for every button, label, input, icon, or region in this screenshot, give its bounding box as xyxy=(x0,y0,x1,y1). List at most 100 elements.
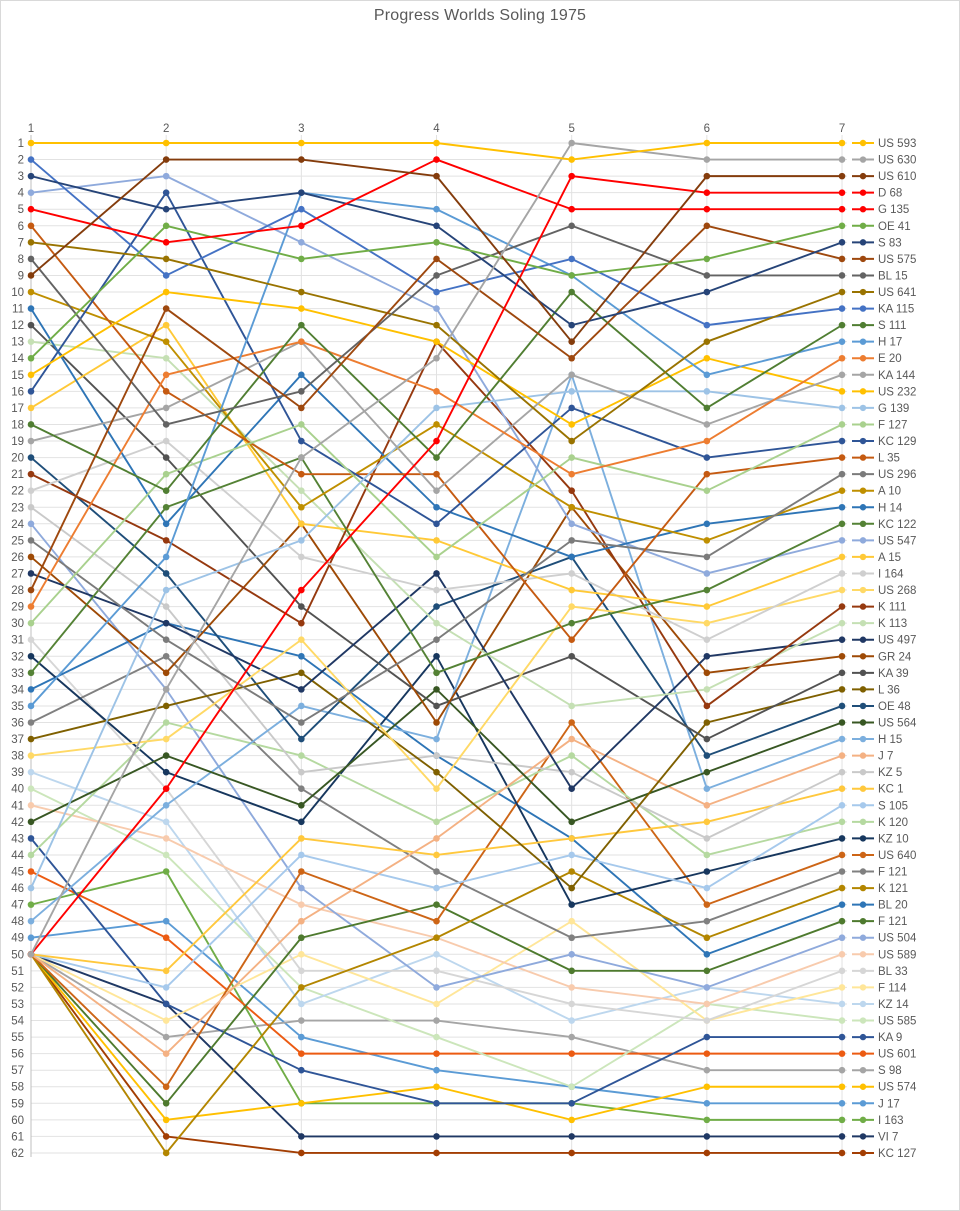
data-point-marker xyxy=(703,1083,711,1091)
legend-label: KC 129 xyxy=(878,436,916,448)
legend-item: A 10 xyxy=(852,486,901,498)
data-point-marker xyxy=(838,1116,846,1124)
data-point-marker xyxy=(162,934,170,942)
data-point-marker xyxy=(298,454,305,461)
data-point-marker xyxy=(433,835,440,842)
data-point-marker xyxy=(838,950,846,958)
data-point-marker xyxy=(27,818,35,826)
data-point-marker xyxy=(27,868,35,875)
data-point-marker xyxy=(162,239,170,246)
data-point-marker xyxy=(162,305,170,312)
data-point-marker xyxy=(162,388,170,395)
data-point-marker xyxy=(703,586,711,594)
data-point-marker xyxy=(433,487,440,494)
legend-item: KA 9 xyxy=(852,1032,902,1044)
data-point-marker xyxy=(703,1100,711,1107)
y-tick-label: 46 xyxy=(11,883,24,895)
legend-marker-dot xyxy=(859,1083,867,1090)
y-tick-label: 48 xyxy=(11,916,24,928)
data-point-marker xyxy=(27,205,35,213)
legend-item: US 601 xyxy=(852,1049,916,1061)
data-point-marker xyxy=(838,570,846,577)
y-tick-label: 57 xyxy=(11,1065,24,1077)
data-point-marker xyxy=(568,1000,575,1008)
data-point-marker xyxy=(298,503,305,511)
data-point-marker xyxy=(162,205,170,213)
data-point-marker xyxy=(433,967,440,975)
legend-item: US 575 xyxy=(852,254,916,266)
y-tick-label: 22 xyxy=(11,486,24,498)
data-point-marker xyxy=(433,338,440,345)
data-point-marker xyxy=(162,1116,170,1124)
legend-item: GR 24 xyxy=(852,651,912,663)
y-tick-label: 40 xyxy=(11,784,24,796)
legend-item: L 35 xyxy=(852,453,900,465)
data-point-marker xyxy=(703,487,711,494)
data-point-marker xyxy=(838,719,846,726)
y-tick-label: 54 xyxy=(11,1016,24,1028)
data-point-marker xyxy=(162,222,170,230)
legend-label: KC 122 xyxy=(878,519,916,531)
data-point-marker xyxy=(27,950,35,958)
legend-marker-dot xyxy=(859,735,867,743)
data-point-marker xyxy=(27,354,35,362)
legend-label: BL 20 xyxy=(878,900,908,912)
x-tick-label: 6 xyxy=(704,123,710,135)
data-point-marker xyxy=(433,305,440,312)
data-point-marker xyxy=(568,984,575,991)
legend-marker-dot xyxy=(859,570,867,577)
data-point-marker xyxy=(838,404,846,412)
legend-label: US 610 xyxy=(878,171,916,183)
data-point-marker xyxy=(433,404,440,412)
data-point-marker xyxy=(27,503,35,511)
data-point-marker xyxy=(568,768,575,776)
data-point-marker xyxy=(433,1033,440,1041)
data-point-marker xyxy=(27,901,35,908)
data-point-marker xyxy=(27,835,35,842)
data-point-marker xyxy=(703,669,711,677)
legend-marker-dot xyxy=(859,768,867,776)
data-point-marker xyxy=(27,570,35,577)
data-point-marker xyxy=(298,487,305,494)
data-point-marker xyxy=(703,1050,711,1057)
legend-label: US 574 xyxy=(878,1082,917,1094)
data-point-marker xyxy=(838,1083,846,1091)
data-point-marker xyxy=(27,437,35,445)
legend-label: E 20 xyxy=(878,353,902,365)
data-point-marker xyxy=(27,487,35,494)
data-point-marker xyxy=(27,272,35,279)
data-point-marker xyxy=(433,454,440,461)
data-point-marker xyxy=(703,205,711,213)
data-point-marker xyxy=(568,868,575,875)
data-point-marker xyxy=(433,520,440,528)
data-point-marker xyxy=(433,851,440,859)
legend-label: KZ 5 xyxy=(878,767,902,779)
data-point-marker xyxy=(433,669,440,677)
legend-item: BL 15 xyxy=(852,270,908,282)
data-point-marker xyxy=(838,851,846,859)
data-point-marker xyxy=(433,503,440,511)
y-tick-label: 3 xyxy=(18,171,24,183)
data-point-marker xyxy=(298,652,305,660)
legend-label: K 111 xyxy=(878,602,906,614)
data-point-marker xyxy=(838,1100,846,1107)
data-point-marker xyxy=(568,586,575,594)
data-point-marker xyxy=(703,272,711,279)
data-point-marker xyxy=(298,222,305,230)
data-point-marker xyxy=(298,371,305,379)
data-point-marker xyxy=(703,321,711,329)
legend-label: US 504 xyxy=(878,933,917,945)
legend-marker-dot xyxy=(859,206,867,213)
series-us-640 xyxy=(27,719,846,1091)
data-point-marker xyxy=(162,603,170,610)
data-point-marker xyxy=(433,172,440,180)
data-point-marker xyxy=(838,272,846,279)
data-point-marker xyxy=(162,984,170,991)
data-point-marker xyxy=(838,437,846,445)
data-point-marker xyxy=(298,1100,305,1107)
legend-marker-dot xyxy=(859,702,867,710)
data-point-marker xyxy=(298,901,305,908)
data-point-marker xyxy=(433,321,440,329)
data-point-marker xyxy=(162,139,170,147)
legend-marker-dot xyxy=(859,934,867,941)
